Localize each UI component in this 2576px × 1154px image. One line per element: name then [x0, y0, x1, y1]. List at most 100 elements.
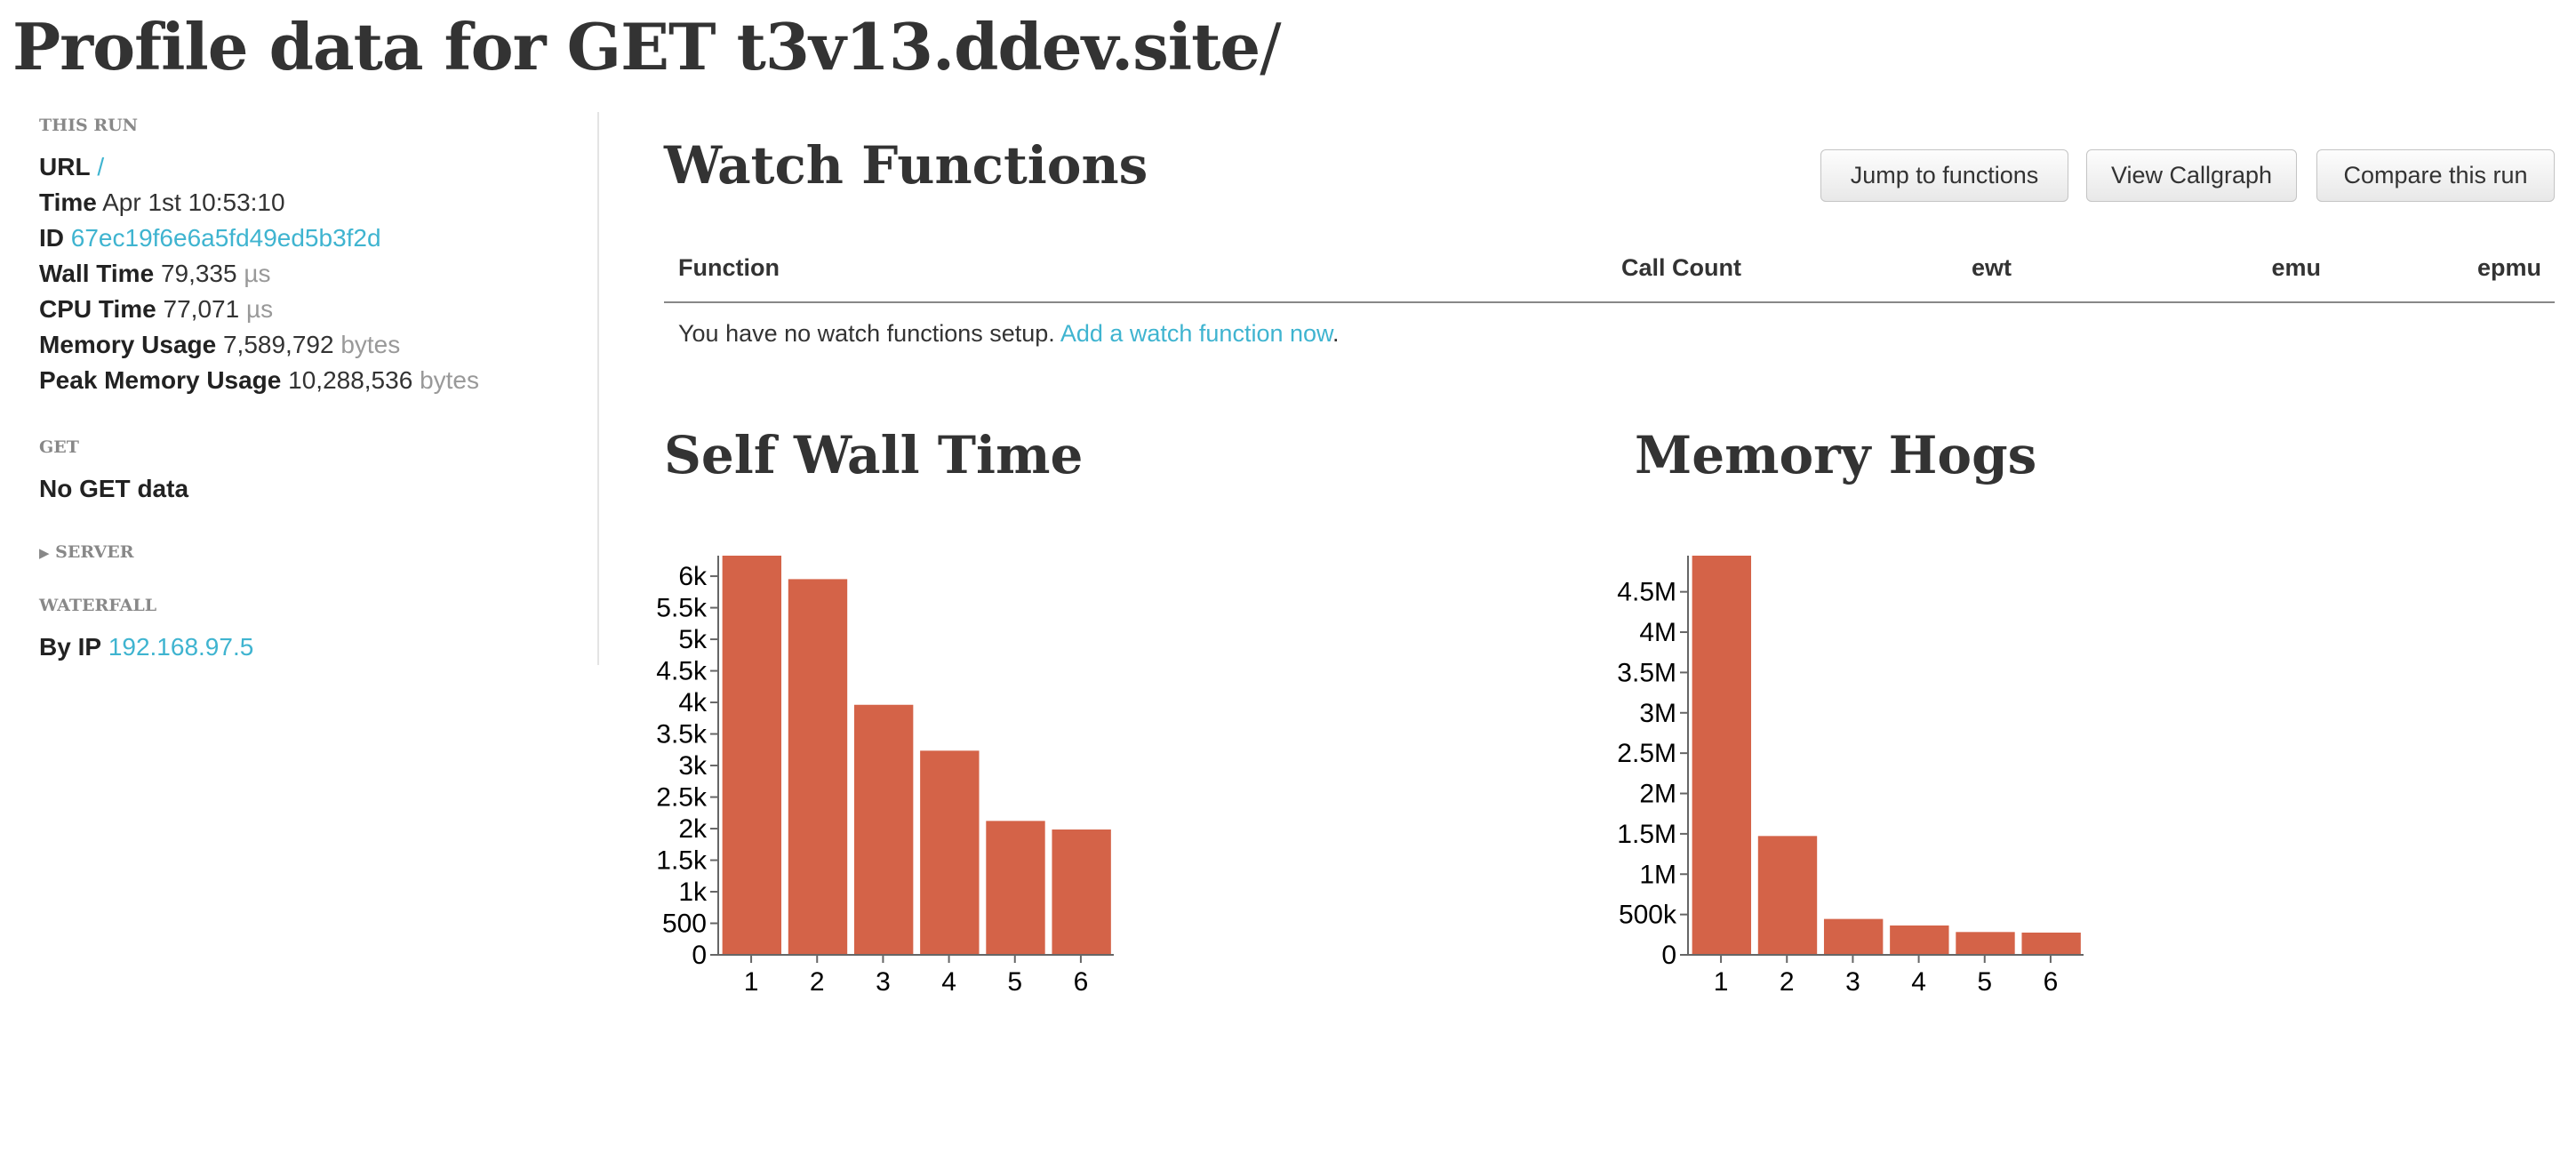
no-watch-end: .	[1332, 320, 1340, 347]
bar	[986, 821, 1045, 955]
url-link[interactable]: /	[97, 153, 105, 180]
y-tick-label: 3k	[678, 751, 708, 781]
x-tick-label: 3	[1845, 967, 1860, 997]
wall-time-value: 79,335	[160, 260, 237, 287]
y-tick-label: 500	[662, 910, 707, 939]
memory-hogs-chart: 1 2 3 4 5 6 0 500k 1M 1.5M 2M 2.5M 3M 3.5M 4M 4.5M	[1617, 556, 2084, 997]
by-ip-link[interactable]: 192.168.97.5	[108, 633, 254, 661]
y-tick-label: 4k	[678, 688, 708, 717]
y-tick-label: 500k	[1619, 901, 1677, 930]
by-ip-row: By IP 192.168.97.5	[39, 629, 572, 665]
triangle-right-icon: ▶	[39, 545, 50, 561]
time-value: Apr 1st 10:53:10	[102, 188, 285, 216]
x-tick-label: 1	[1714, 967, 1729, 997]
y-tick-label: 5k	[678, 625, 708, 654]
add-watch-link[interactable]: Add a watch function now	[1060, 320, 1333, 347]
page-title: Profile data for GET t3v13.ddev.site/	[12, 9, 1281, 84]
x-tick-label: 1	[744, 967, 759, 997]
y-tick-label: 1k	[678, 878, 708, 907]
y-tick-label: 0	[692, 941, 707, 970]
x-tick-label: 5	[1007, 967, 1022, 997]
compare-run-button[interactable]: Compare this run	[2316, 149, 2555, 202]
cpu-time-label: CPU Time	[39, 295, 156, 323]
memory-usage-label: Memory Usage	[39, 331, 217, 358]
view-callgraph-button[interactable]: View Callgraph	[2086, 149, 2297, 202]
x-tick-label: 2	[1780, 967, 1795, 997]
title-host: t3v13.ddev.site	[736, 9, 1261, 84]
peak-memory-label: Peak Memory Usage	[39, 366, 282, 394]
x-tick-label: 4	[1911, 967, 1926, 997]
wall-time-unit: µs	[244, 260, 271, 287]
by-ip-label: By IP	[39, 633, 102, 661]
col-ewt[interactable]: ewt	[1972, 254, 2012, 281]
cpu-time-unit: µs	[245, 295, 274, 323]
bar	[1052, 829, 1111, 955]
peak-memory-unit: bytes	[420, 366, 479, 394]
y-tick-label: 6k	[678, 562, 708, 591]
cpu-time-value: 77,071	[163, 295, 240, 323]
y-tick-label: 5.5k	[656, 594, 708, 623]
time-row: Time Apr 1st 10:53:10	[39, 185, 572, 220]
y-tick-label: 3.5k	[656, 720, 708, 749]
id-label: ID	[39, 224, 64, 252]
table-header-line	[664, 301, 2555, 303]
get-heading: GET	[39, 437, 79, 457]
col-emu[interactable]: emu	[2271, 254, 2321, 281]
y-tick-label: 4.5k	[656, 657, 708, 686]
bar	[1692, 556, 1752, 955]
bar	[1956, 932, 2015, 955]
y-tick-label: 3M	[1639, 699, 1676, 728]
url-row: URL /	[39, 149, 572, 185]
x-tick-label: 6	[1074, 967, 1089, 997]
no-watch-message: You have no watch functions setup. Add a…	[678, 320, 1340, 348]
y-tick-label: 0	[1661, 941, 1676, 970]
y-tick-label: 2.5k	[656, 783, 708, 813]
memory-usage-unit: bytes	[340, 331, 401, 358]
id-link[interactable]: 67ec19f6e6a5fd49ed5b3f2d	[70, 224, 381, 252]
y-tick-label: 1M	[1639, 860, 1676, 889]
y-tick-label: 3.5M	[1617, 658, 1676, 687]
y-tick-label: 2.5M	[1617, 739, 1676, 768]
memory-usage-value: 7,589,792	[222, 331, 334, 358]
bar	[853, 704, 914, 955]
sidebar: THIS RUN URL / Time Apr 1st 10:53:10 ID …	[39, 116, 572, 665]
bar	[722, 556, 782, 955]
y-tick-label: 2M	[1639, 780, 1676, 809]
bar	[1823, 918, 1884, 955]
self-wall-time-heading: Self Wall Time	[664, 425, 1084, 485]
x-tick-label: 6	[2044, 967, 2059, 997]
this-run-heading: THIS RUN	[39, 116, 139, 135]
get-value-text: No GET data	[39, 475, 189, 502]
waterfall-heading: WATERFALL	[39, 596, 157, 615]
title-prefix: Profile data for GET	[12, 9, 737, 84]
memory-usage-row: Memory Usage 7,589,792 bytes	[39, 327, 572, 363]
col-function[interactable]: Function	[678, 254, 780, 281]
url-label: URL	[39, 153, 91, 180]
bar	[1757, 836, 1818, 955]
x-tick-label: 2	[810, 967, 825, 997]
x-tick-label: 3	[876, 967, 891, 997]
peak-memory-value: 10,288,536	[288, 366, 413, 394]
bar	[2021, 932, 2081, 955]
cpu-time-row: CPU Time 77,071 µs	[39, 292, 572, 327]
bar	[788, 579, 848, 955]
y-tick-label: 4.5M	[1617, 578, 1676, 607]
col-call-count[interactable]: Call Count	[1621, 254, 1741, 281]
y-tick-label: 4M	[1639, 618, 1676, 647]
get-value: No GET data	[39, 471, 572, 507]
y-tick-label: 1.5k	[656, 846, 708, 876]
server-heading: SERVER	[55, 542, 134, 562]
sidebar-divider	[597, 112, 599, 665]
memory-hogs-heading: Memory Hogs	[1635, 425, 2037, 485]
title-path: /	[1260, 10, 1281, 84]
peak-memory-row: Peak Memory Usage 10,288,536 bytes	[39, 363, 572, 398]
jump-to-functions-button[interactable]: Jump to functions	[1820, 149, 2068, 202]
col-epmu[interactable]: epmu	[2476, 254, 2541, 281]
time-label: Time	[39, 188, 97, 216]
x-tick-label: 4	[941, 967, 956, 997]
bar	[1890, 925, 1949, 955]
bar	[920, 750, 980, 955]
id-row: ID 67ec19f6e6a5fd49ed5b3f2d	[39, 220, 572, 256]
server-toggle[interactable]: ▶ SERVER	[39, 542, 572, 562]
